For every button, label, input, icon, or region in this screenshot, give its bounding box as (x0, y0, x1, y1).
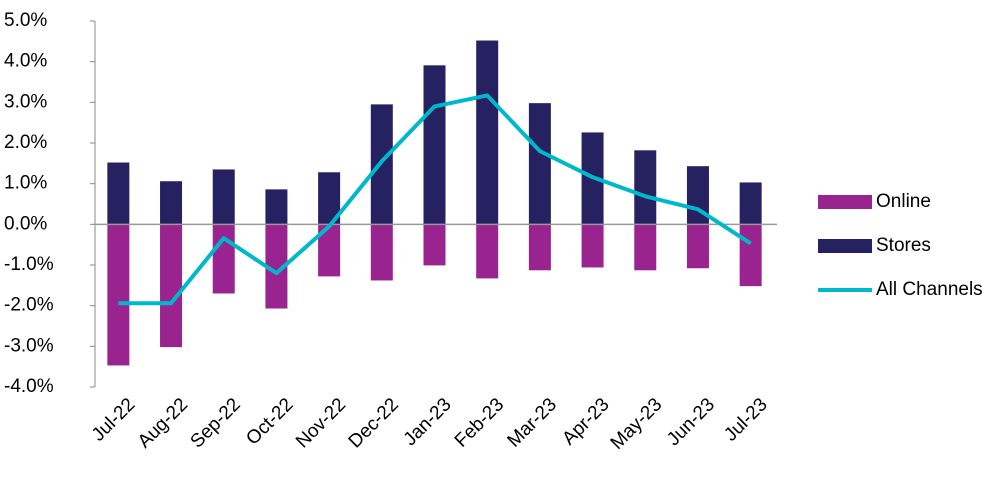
y-tick-label: 4.0% (4, 51, 47, 72)
bar (212, 169, 235, 225)
legend-swatch (818, 239, 872, 253)
legend-label: Stores (876, 235, 931, 256)
bar (476, 40, 499, 225)
y-tick-label: -4.0% (4, 376, 54, 397)
x-tick-label: Jul-23 (720, 394, 771, 445)
y-tick-label: -1.0% (4, 254, 54, 275)
bar (160, 224, 183, 348)
x-tick-label: Sep-22 (187, 394, 245, 452)
bar (476, 224, 499, 279)
line (118, 93, 752, 306)
x-tick-label: Nov-22 (292, 394, 350, 452)
y-tick-label: 1.0% (4, 173, 47, 194)
bar (528, 224, 551, 271)
x-tick-label: Dec-22 (345, 394, 403, 452)
bar (318, 172, 341, 225)
x-tick-label: Aug-22 (134, 394, 192, 452)
y-tick-label: 3.0% (4, 91, 47, 112)
bar (739, 182, 762, 225)
bar (634, 224, 657, 271)
y-tick-label: -2.0% (4, 295, 54, 316)
x-tick-label: May-23 (607, 394, 667, 454)
bar (581, 224, 604, 268)
y-tick-label: 0.0% (4, 213, 47, 234)
legend-swatch (818, 195, 872, 209)
x-tick-label: Feb-23 (451, 394, 508, 451)
x-tick-label: Apr-23 (558, 394, 613, 449)
bar (423, 224, 446, 266)
bar (739, 224, 762, 287)
bar (370, 224, 393, 281)
bar (265, 189, 288, 225)
x-tick-label: Jul-22 (88, 394, 139, 445)
bar (160, 181, 183, 225)
bar (107, 224, 130, 366)
y-tick-label: 2.0% (4, 132, 47, 153)
bar (634, 150, 657, 225)
bar (107, 162, 130, 225)
x-tick-label: Oct-22 (242, 394, 297, 449)
bar (686, 224, 709, 269)
bar (318, 224, 341, 277)
x-tick-label: Mar-23 (504, 394, 561, 451)
y-tick-label: 5.0% (4, 10, 47, 31)
bar (265, 224, 288, 309)
y-tick-label: -3.0% (4, 335, 54, 356)
x-tick-label: Jun-23 (663, 394, 719, 450)
bar (212, 224, 235, 294)
bar (528, 103, 551, 225)
bar (423, 65, 446, 225)
legend-label: Online (876, 191, 931, 212)
legend-label: All Channels (876, 279, 983, 300)
x-tick-label: Jan-23 (400, 394, 456, 450)
